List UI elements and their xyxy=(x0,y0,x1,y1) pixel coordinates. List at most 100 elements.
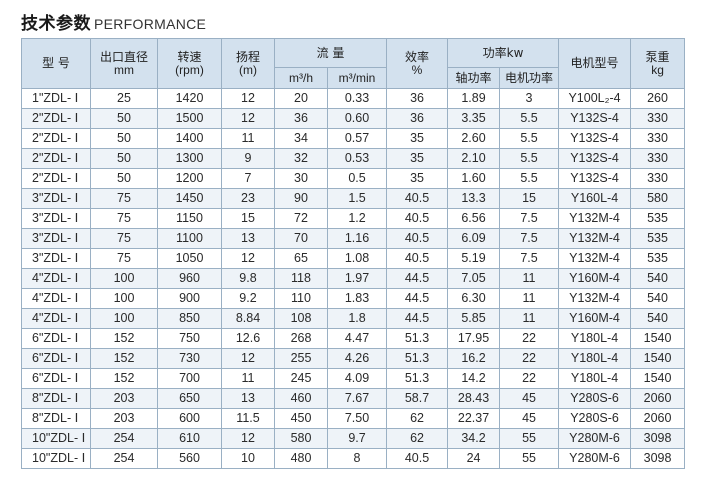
cell-weight: 540 xyxy=(630,268,686,289)
cell-speed: 1200 xyxy=(157,168,222,189)
header-motor-model: 电机型号 xyxy=(558,38,632,89)
cell-model: 3"ZDL- Ⅰ xyxy=(21,248,91,269)
cell-motor-model: Y160M-4 xyxy=(558,308,632,329)
cell-efficiency: 35 xyxy=(386,148,449,169)
cell-motor-power: 7.5 xyxy=(499,228,560,249)
cell-speed: 650 xyxy=(157,388,222,409)
cell-flow-m3min: 4.09 xyxy=(326,368,388,389)
cell-speed: 610 xyxy=(157,428,222,449)
cell-flow-m3h: 36 xyxy=(274,108,328,129)
cell-motor-model: Y280M-6 xyxy=(558,428,632,449)
cell-weight: 2060 xyxy=(630,408,686,429)
cell-model: 8"ZDL- Ⅰ xyxy=(21,408,91,429)
table-row: 1"ZDL- Ⅰ 25 1420 12 20 0.33 36 1.89 3 Y100L₂-4 260 xyxy=(21,88,686,109)
cell-weight: 330 xyxy=(630,128,686,149)
table-row: 10"ZDL- Ⅰ 254 610 12 580 9.7 62 34.2 55 Y280M-6 30… xyxy=(21,428,686,449)
cell-efficiency: 44.5 xyxy=(386,308,449,329)
cell-speed: 600 xyxy=(157,408,222,429)
cell-shaft-power: 13.3 xyxy=(447,188,501,209)
cell-flow-m3min: 1.83 xyxy=(326,288,388,309)
cell-motor-model: Y132M-4 xyxy=(558,248,632,269)
cell-model: 2"ZDL- Ⅰ xyxy=(21,148,91,169)
cell-motor-power: 11 xyxy=(499,288,560,309)
cell-efficiency: 35 xyxy=(386,128,449,149)
cell-outlet-diameter: 75 xyxy=(90,248,158,269)
cell-flow-m3h: 30 xyxy=(274,168,328,189)
cell-weight: 540 xyxy=(630,288,686,309)
cell-shaft-power: 16.2 xyxy=(447,348,501,369)
cell-weight: 3098 xyxy=(630,428,686,449)
cell-motor-power: 7.5 xyxy=(499,208,560,229)
table-row: 6"ZDL- Ⅰ 152 750 12.6 268 4.47 51.3 17.95 22 Y180… xyxy=(21,328,686,349)
cell-speed: 1400 xyxy=(157,128,222,149)
cell-outlet-diameter: 152 xyxy=(90,328,158,349)
cell-speed: 750 xyxy=(157,328,222,349)
cell-motor-model: Y132S-4 xyxy=(558,148,632,169)
cell-speed: 1450 xyxy=(157,188,222,209)
cell-efficiency: 51.3 xyxy=(386,328,449,349)
cell-motor-model: Y132M-4 xyxy=(558,228,632,249)
cell-weight: 3098 xyxy=(630,448,686,469)
cell-efficiency: 58.7 xyxy=(386,388,449,409)
table-row: 8"ZDL- Ⅰ 203 650 13 460 7.67 58.7 28.43 45 Y280S-… xyxy=(21,388,686,409)
cell-model: 10"ZDL- Ⅰ xyxy=(21,428,91,449)
cell-shaft-power: 6.56 xyxy=(447,208,501,229)
header-efficiency-label: 效率 xyxy=(405,49,430,64)
cell-shaft-power: 6.30 xyxy=(447,288,501,309)
cell-shaft-power: 3.35 xyxy=(447,108,501,129)
cell-head: 11 xyxy=(221,368,275,389)
header-weight-label: 泵重 xyxy=(645,49,670,64)
cell-speed: 1420 xyxy=(157,88,222,109)
cell-head: 10 xyxy=(221,448,275,469)
cell-model: 2"ZDL- Ⅰ xyxy=(21,168,91,189)
cell-flow-m3h: 65 xyxy=(274,248,328,269)
cell-model: 3"ZDL- Ⅰ xyxy=(21,188,91,209)
cell-motor-power: 55 xyxy=(499,428,560,449)
table-row: 2"ZDL- Ⅰ 50 1200 7 30 0.5 35 1.60 5.5 Y132S-4 330 xyxy=(21,168,686,189)
cell-efficiency: 62 xyxy=(386,408,449,429)
cell-motor-power: 45 xyxy=(499,388,560,409)
cell-efficiency: 40.5 xyxy=(386,228,449,249)
cell-motor-power: 15 xyxy=(499,188,560,209)
cell-weight: 1540 xyxy=(630,368,686,389)
cell-shaft-power: 5.19 xyxy=(447,248,501,269)
cell-outlet-diameter: 100 xyxy=(90,308,158,329)
cell-head: 12 xyxy=(221,108,275,129)
cell-speed: 1150 xyxy=(157,208,222,229)
cell-outlet-diameter: 50 xyxy=(90,108,158,129)
cell-motor-power: 5.5 xyxy=(499,108,560,129)
table-row: 10"ZDL- Ⅰ 254 560 10 480 8 40.5 24 55 Y280M-6 3098 xyxy=(21,448,686,469)
cell-head: 12 xyxy=(221,428,275,449)
cell-speed: 1500 xyxy=(157,108,222,129)
cell-shaft-power: 1.89 xyxy=(447,88,501,109)
cell-outlet-diameter: 75 xyxy=(90,208,158,229)
cell-weight: 535 xyxy=(630,248,686,269)
cell-flow-m3min: 1.08 xyxy=(326,248,388,269)
cell-head: 11.5 xyxy=(221,408,275,429)
cell-shaft-power: 28.43 xyxy=(447,388,501,409)
cell-motor-model: Y280S-6 xyxy=(558,388,632,409)
cell-speed: 960 xyxy=(157,268,222,289)
cell-motor-power: 11 xyxy=(499,308,560,329)
cell-efficiency: 40.5 xyxy=(386,248,449,269)
cell-outlet-diameter: 50 xyxy=(90,168,158,189)
cell-flow-m3min: 1.97 xyxy=(326,268,388,289)
cell-flow-m3min: 9.7 xyxy=(326,428,388,449)
cell-speed: 1100 xyxy=(157,228,222,249)
cell-flow-m3min: 1.5 xyxy=(326,188,388,209)
header-head: 扬程 (m) xyxy=(221,38,275,89)
cell-shaft-power: 7.05 xyxy=(447,268,501,289)
table-row: 3"ZDL- Ⅰ 75 1150 15 72 1.2 40.5 6.56 7.5 Y132M-4 5… xyxy=(21,208,686,229)
cell-speed: 850 xyxy=(157,308,222,329)
table-row: 3"ZDL- Ⅰ 75 1050 12 65 1.08 40.5 5.19 7.5 Y132M-4… xyxy=(21,248,686,269)
header-head-unit: (m) xyxy=(239,62,257,77)
header-outlet-label: 出口直径 xyxy=(99,49,148,64)
cell-motor-model: Y132S-4 xyxy=(558,168,632,189)
cell-efficiency: 36 xyxy=(386,88,449,109)
cell-flow-m3h: 245 xyxy=(274,368,328,389)
cell-model: 8"ZDL- Ⅰ xyxy=(21,388,91,409)
cell-flow-m3min: 0.5 xyxy=(326,168,388,189)
table-row: 8"ZDL- Ⅰ 203 600 11.5 450 7.50 62 22.37 45 Y280S-… xyxy=(21,408,686,429)
cell-flow-m3h: 32 xyxy=(274,148,328,169)
header-head-label: 扬程 xyxy=(235,49,260,64)
